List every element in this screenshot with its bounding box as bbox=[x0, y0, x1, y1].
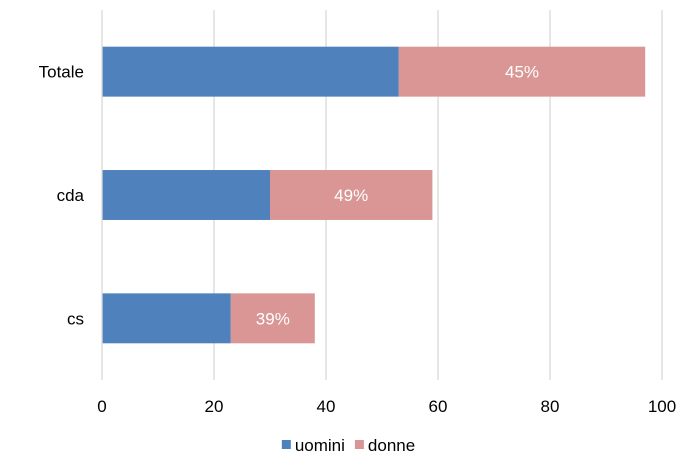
legend-swatch-donne bbox=[354, 440, 364, 449]
data-label-cs: 39% bbox=[256, 309, 290, 328]
bar-donne-cs bbox=[230, 293, 315, 344]
legend: uomini donne bbox=[281, 436, 415, 455]
x-tick-label-60: 60 bbox=[429, 397, 448, 416]
x-tick-label-40: 40 bbox=[317, 397, 336, 416]
legend-label-uomini: uomini bbox=[295, 436, 345, 455]
axes: 0 20 40 60 80 100 Totale cda cs bbox=[39, 10, 676, 416]
bar-uomini-cda bbox=[102, 170, 270, 220]
bar-uomini-cs bbox=[102, 293, 231, 344]
category-label-cs: cs bbox=[67, 309, 84, 328]
data-label-Totale: 45% bbox=[505, 63, 539, 82]
legend-swatch-uomini bbox=[281, 440, 291, 449]
x-tick-label-80: 80 bbox=[541, 397, 560, 416]
category-label-Totale: Totale bbox=[39, 63, 84, 82]
legend-label-donne: donne bbox=[368, 436, 415, 455]
bar-uomini-Totale bbox=[102, 46, 399, 97]
x-tick-label-20: 20 bbox=[205, 397, 224, 416]
category-label-cda: cda bbox=[57, 186, 85, 205]
data-label-cda: 49% bbox=[334, 186, 368, 205]
x-tick-label-0: 0 bbox=[97, 397, 106, 416]
bar-donne-Totale bbox=[398, 46, 646, 97]
bars bbox=[102, 46, 646, 344]
bar-donne-cda bbox=[270, 170, 433, 220]
x-tick-label-100: 100 bbox=[648, 397, 676, 416]
data-labels: 45% 49% 39% bbox=[256, 63, 539, 329]
